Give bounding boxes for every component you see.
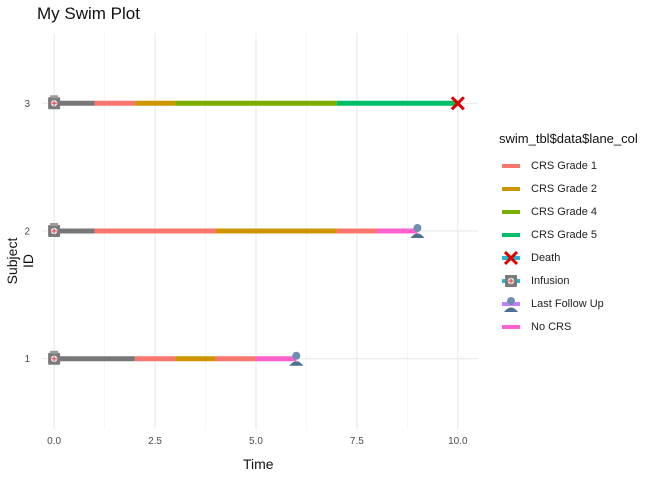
legend-key — [499, 271, 523, 291]
legend-title: swim_tbl$data$lane_col — [499, 131, 638, 146]
legend-label: CRS Grade 2 — [531, 182, 598, 195]
legend-label: CRS Grade 5 — [531, 228, 598, 241]
infusion-marker-cap — [50, 350, 59, 354]
x-tick-label: 5.0 — [249, 436, 263, 447]
legend-key — [499, 248, 523, 268]
legend-key-mark — [504, 307, 518, 312]
legend-item: Infusion — [499, 269, 638, 292]
legend-key-glyph — [502, 296, 520, 312]
legend-key-glyph — [502, 232, 520, 237]
followup-marker-body — [410, 233, 425, 238]
legend-key-mark — [507, 296, 515, 305]
legend-key-glyph — [502, 324, 520, 329]
death-marker-stroke-b — [450, 96, 465, 111]
followup-marker-head — [413, 224, 422, 232]
legend-key-glyph — [502, 274, 520, 287]
legend-item: CRS Grade 5 — [499, 223, 638, 246]
legend-item: CRS Grade 4 — [499, 200, 638, 223]
legend-item: CRS Grade 2 — [499, 177, 638, 200]
legend-key-glyph — [502, 209, 520, 214]
x-tick-label: 2.5 — [148, 436, 162, 447]
legend-key-mark — [503, 250, 519, 265]
legend: swim_tbl$data$lane_col CRS Grade 1 CRS Gr… — [499, 131, 638, 338]
legend-label: Death — [531, 251, 561, 264]
x-tick-label: 10.0 — [448, 436, 468, 447]
followup-marker-body — [289, 361, 304, 366]
legend-key — [499, 202, 523, 222]
x-axis-label: Time — [243, 456, 274, 472]
legend-label: CRS Grade 1 — [531, 159, 598, 172]
chart-title: My Swim Plot — [37, 4, 140, 23]
legend-items: CRS Grade 1 CRS Grade 2 CRS Grade 4 CRS Gra… — [499, 154, 638, 338]
y-axis-label: Subject ID — [4, 237, 36, 285]
legend-key — [499, 156, 523, 176]
legend-item: Death — [499, 246, 638, 269]
x-tick-label: 7.5 — [350, 436, 364, 447]
legend-key-glyph — [502, 163, 520, 168]
y-tick-label: 3 — [24, 99, 30, 110]
infusion-marker-cap — [50, 95, 59, 99]
legend-key — [499, 317, 523, 337]
followup-marker-head — [292, 351, 301, 360]
infusion-marker-cap — [50, 223, 59, 226]
legend-key — [499, 225, 523, 245]
legend-key-glyph — [502, 186, 520, 191]
y-tick-label: 2 — [24, 227, 30, 238]
legend-label: CRS Grade 4 — [531, 205, 598, 218]
legend-label: Infusion — [531, 274, 570, 287]
legend-item: CRS Grade 1 — [499, 154, 638, 177]
legend-label: No CRS — [531, 320, 572, 333]
legend-label: Last Follow Up — [531, 297, 604, 310]
legend-key — [499, 294, 523, 314]
legend-item: Last Follow Up — [499, 292, 638, 315]
legend-key — [499, 179, 523, 199]
y-tick-label: 1 — [24, 354, 30, 365]
legend-item: No CRS — [499, 315, 638, 338]
legend-key-glyph — [502, 250, 520, 265]
x-tick-label: 0.0 — [47, 436, 61, 447]
